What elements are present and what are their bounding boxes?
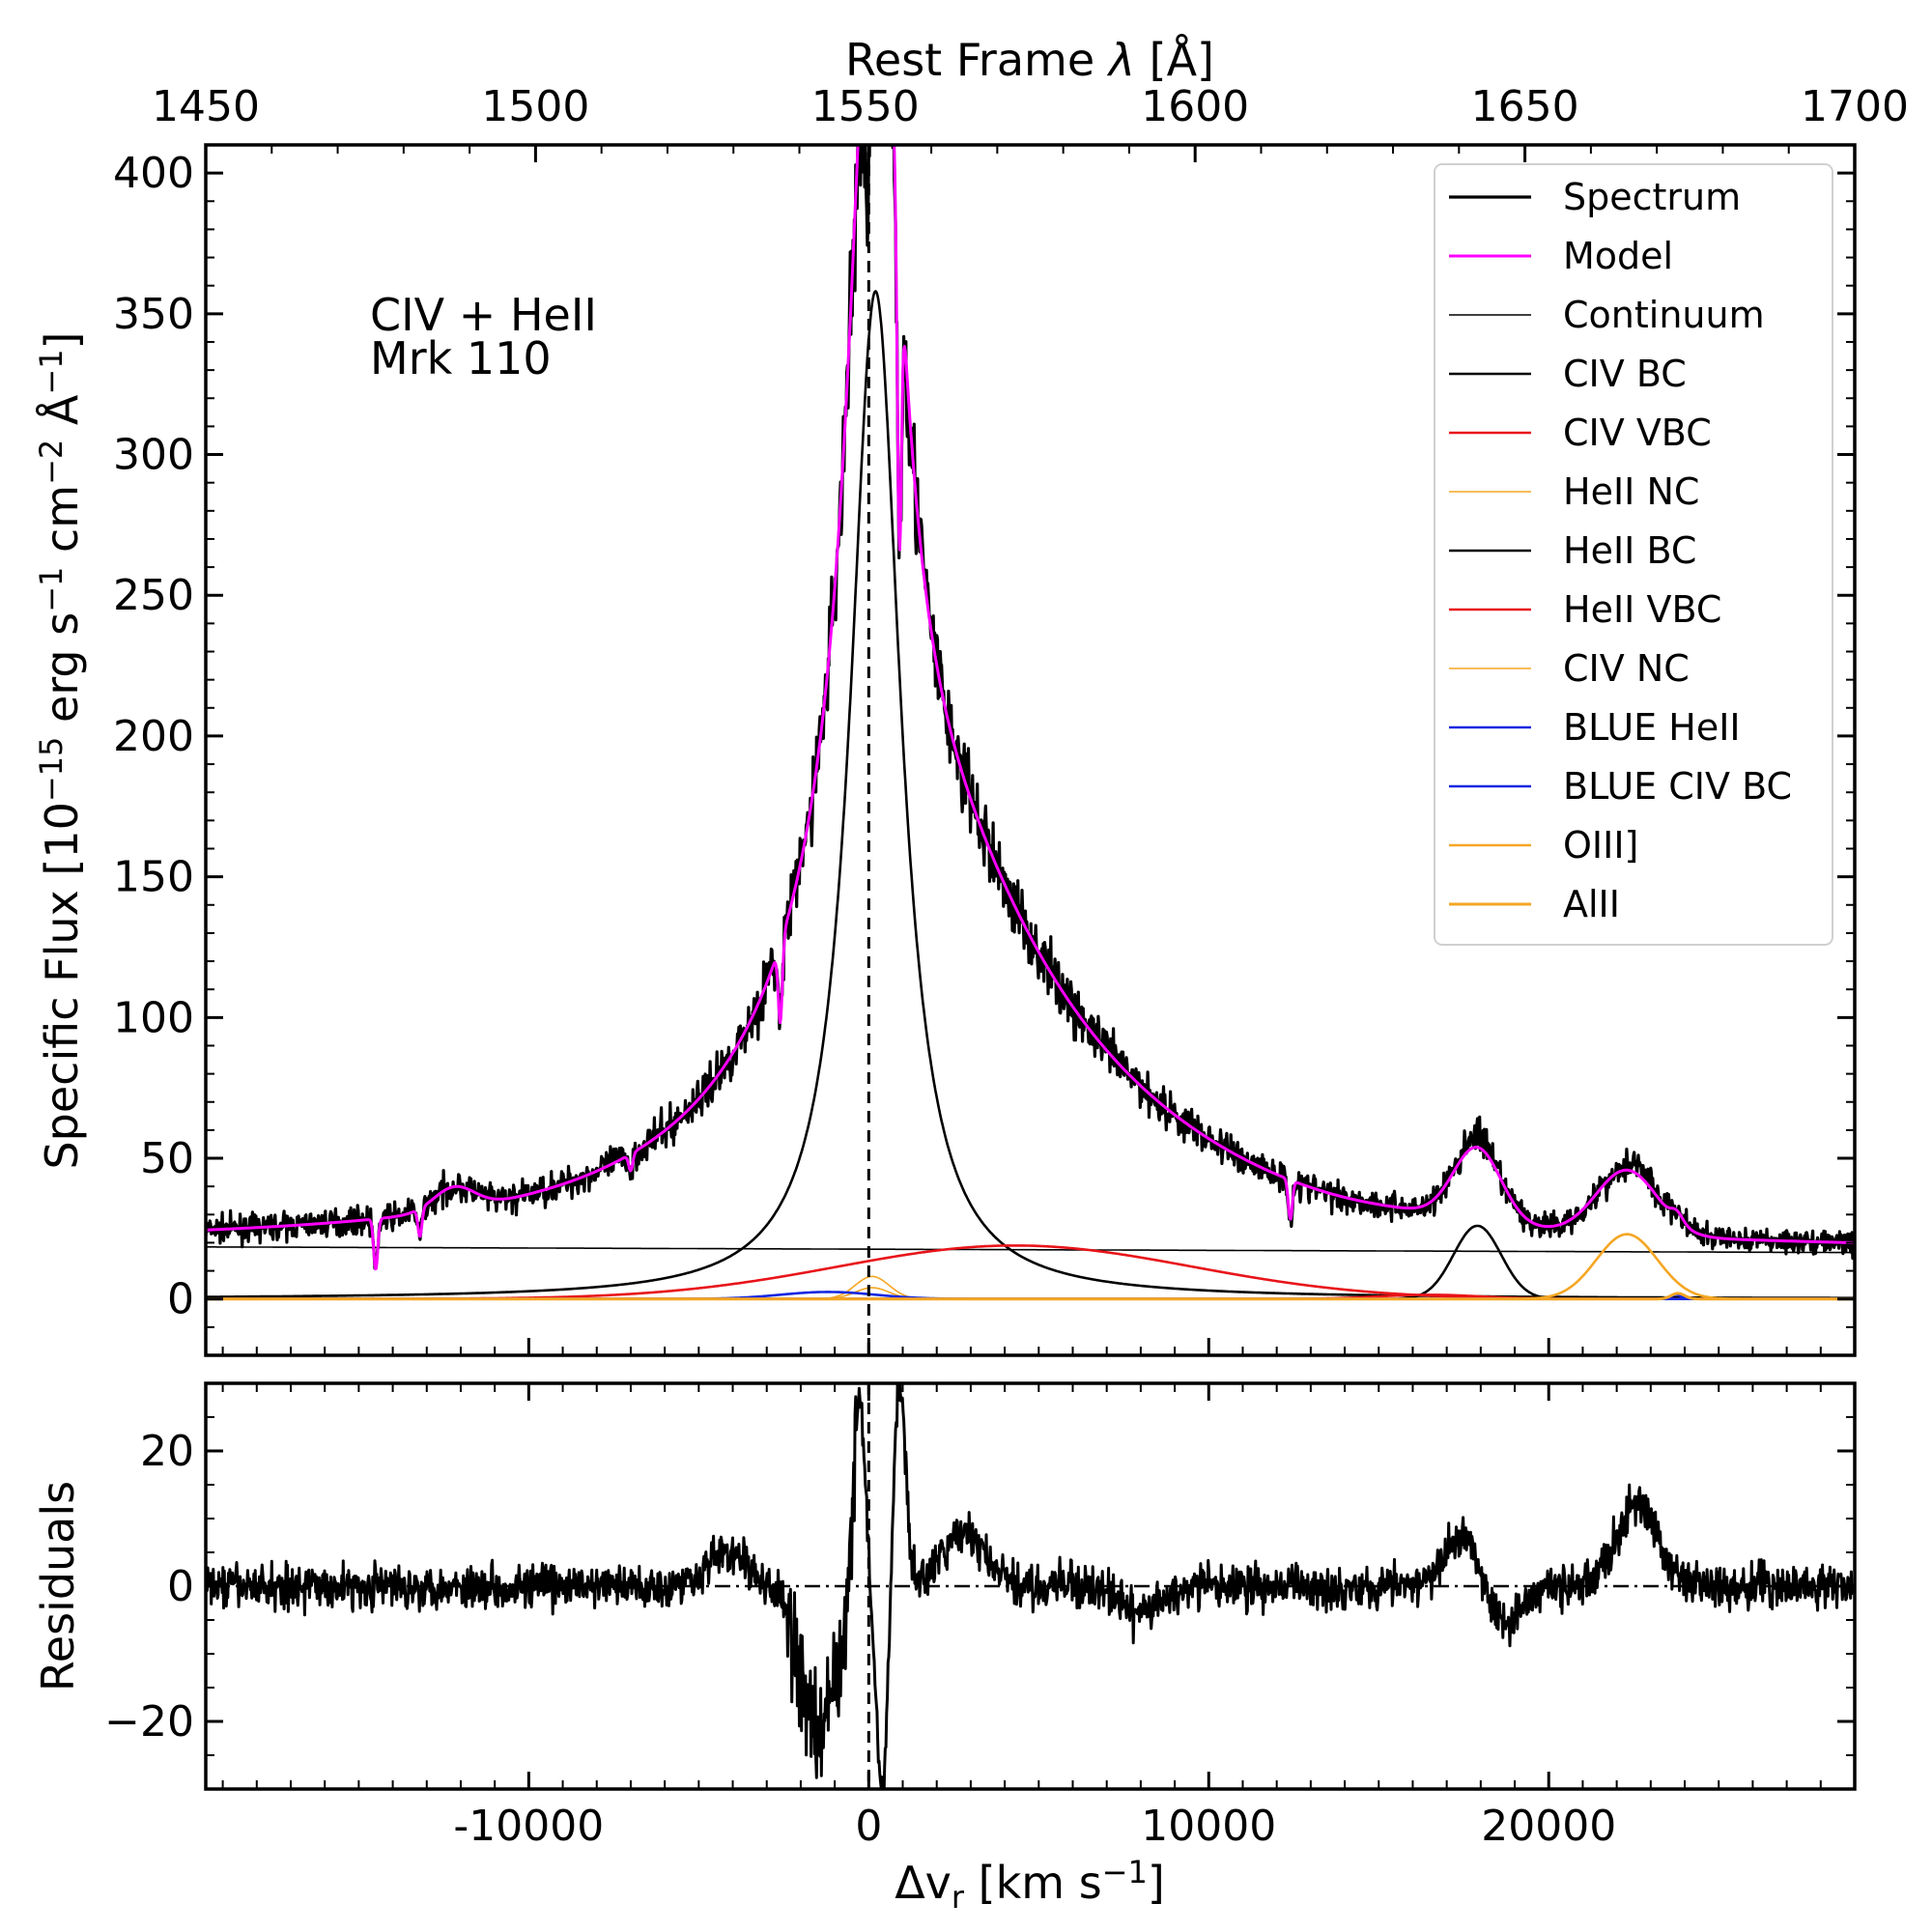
y-axis-title: Specific Flux [10−15 erg s−1 cm−2 Å−1] xyxy=(33,331,88,1169)
annotation-line-2: Mrk 110 xyxy=(370,332,552,384)
res-y-tick-label: 0 xyxy=(167,1562,194,1611)
annotation-line-1: CIV + HeII xyxy=(370,289,597,341)
residual-plot-lines xyxy=(206,1383,1855,1789)
legend-label: Continuum xyxy=(1563,294,1765,336)
y-tick-label: 400 xyxy=(113,149,194,198)
y-tick-label: 250 xyxy=(113,571,194,620)
y-tick-label: 200 xyxy=(113,712,194,761)
legend-label: BLUE CIV BC xyxy=(1563,765,1792,808)
x-tick-label: -10000 xyxy=(453,1802,604,1851)
legend-label: HeII NC xyxy=(1563,470,1699,513)
spectrum-line xyxy=(206,145,1855,1270)
legend-label: CIV VBC xyxy=(1563,412,1712,454)
legend-label: BLUE HeII xyxy=(1563,706,1741,749)
top-axis-ticks: 1450 1500 1550 1600 1650 1700 xyxy=(152,82,1909,162)
main-axes-frame xyxy=(204,143,1857,1357)
legend-frame xyxy=(1434,163,1833,946)
top-tick-label: 1600 xyxy=(1141,82,1249,131)
main-ticks: 0 50 100 150 200 250 300 350 400 xyxy=(113,144,1856,1355)
y-tick-label: 50 xyxy=(140,1134,194,1183)
top-tick-label: 1500 xyxy=(481,82,589,131)
residual-ticks: −20 0 20 -10000 0 10000 20000 xyxy=(104,1383,1856,1851)
x-tick-label: 0 xyxy=(855,1802,882,1851)
top-axis-title: Rest Frame λ [Å] xyxy=(845,34,1214,86)
y-tick-label: 350 xyxy=(113,290,194,339)
civ-nc-line xyxy=(206,1275,1855,1300)
continuum-line xyxy=(206,1246,1855,1254)
main-panel: 0 50 100 150 200 250 300 350 400 1450 1500 1550 160… xyxy=(33,34,1909,1357)
model-line xyxy=(206,145,1855,1271)
residuals-y-axis-title: Residuals xyxy=(32,1481,84,1691)
legend-label: Spectrum xyxy=(1563,176,1741,218)
y-tick-label: 300 xyxy=(113,431,194,480)
y-tick-label: 150 xyxy=(113,853,194,902)
legend-label: AlII xyxy=(1563,883,1620,925)
res-y-tick-label: −20 xyxy=(104,1697,194,1747)
top-tick-label: 1700 xyxy=(1801,82,1909,131)
legend-label: HeII VBC xyxy=(1563,588,1721,631)
x-axis-title: Δvr [km s−1] xyxy=(895,1854,1165,1916)
residuals-line xyxy=(206,1383,1855,1789)
top-tick-label: 1450 xyxy=(152,82,260,131)
alii-line xyxy=(206,1292,1855,1301)
top-tick-label: 1650 xyxy=(1471,82,1579,131)
oiii--line xyxy=(206,1233,1855,1300)
residuals-panel: −20 0 20 -10000 0 10000 20000 Residuals Δvr [k… xyxy=(32,1381,1857,1916)
res-y-tick-label: 20 xyxy=(140,1427,194,1476)
x-tick-label: 10000 xyxy=(1141,1802,1276,1851)
legend: Spectrum Model Continuum CIV BC CIV VBC HeII … xyxy=(1434,163,1833,946)
legend-label: CIV BC xyxy=(1563,353,1687,395)
civ-vbc-line xyxy=(206,1244,1855,1300)
main-plot-lines xyxy=(206,145,1855,1355)
y-tick-label: 0 xyxy=(167,1275,194,1324)
legend-label: Model xyxy=(1563,235,1673,277)
legend-label: HeII BC xyxy=(1563,529,1696,572)
x-tick-label: 20000 xyxy=(1481,1802,1616,1851)
legend-label: CIV NC xyxy=(1563,647,1690,690)
y-tick-label: 100 xyxy=(113,993,194,1042)
top-tick-label: 1550 xyxy=(811,82,920,131)
civ-bc-line xyxy=(206,290,1855,1299)
legend-label: OIII] xyxy=(1563,824,1638,867)
